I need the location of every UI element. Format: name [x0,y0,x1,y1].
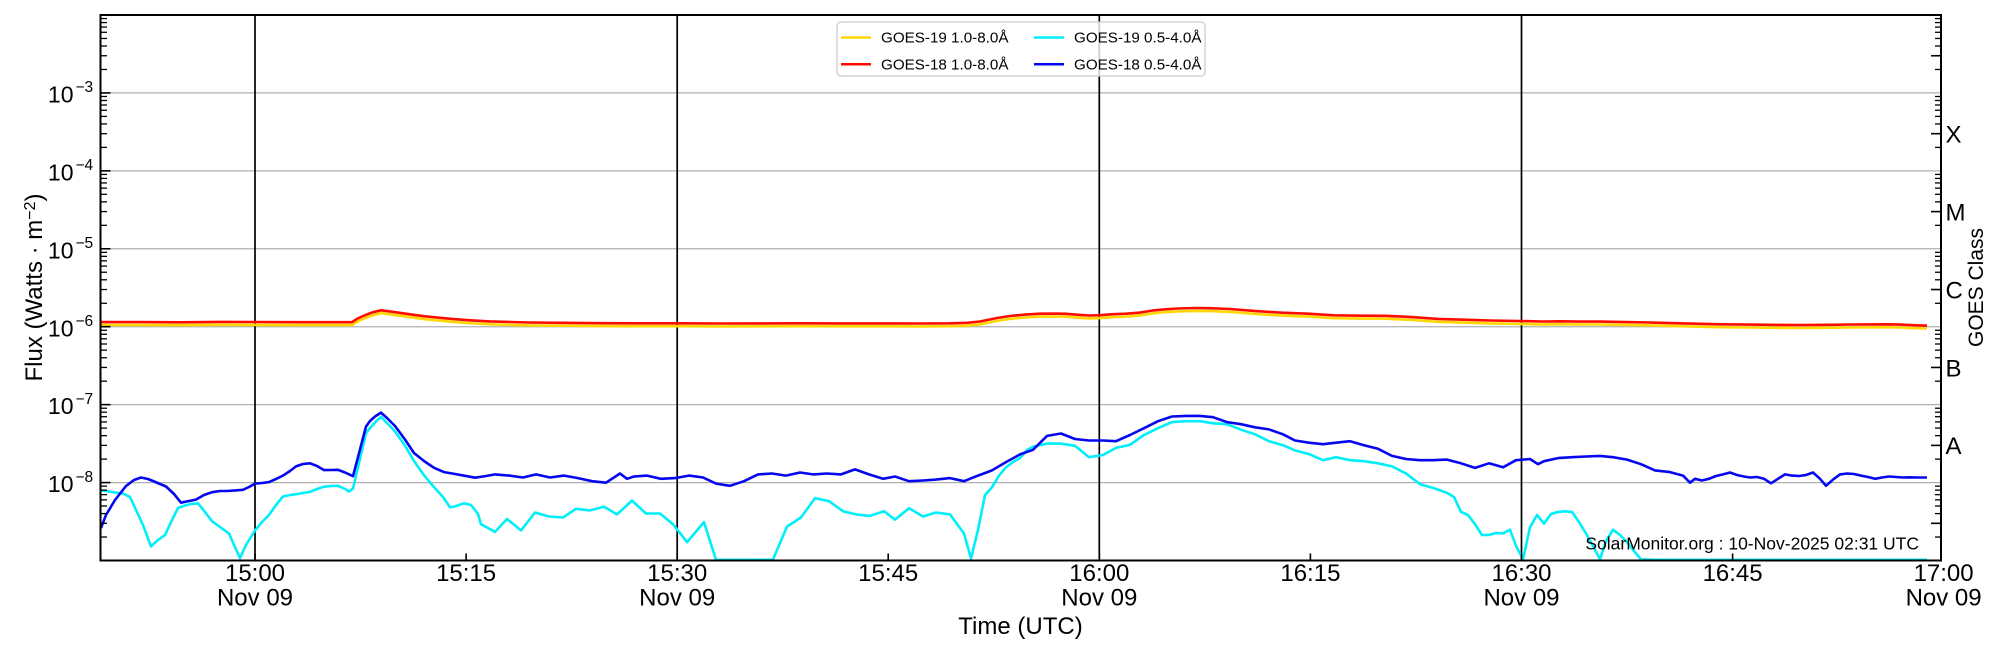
svg-text:Nov 09: Nov 09 [1906,585,1982,612]
svg-text:−3: −3 [76,79,94,96]
svg-text:15:00: 15:00 [225,560,285,587]
svg-text:Time (UTC): Time (UTC) [958,613,1082,640]
svg-text:10: 10 [48,315,74,341]
svg-text:GOES-18 0.5-4.0Å: GOES-18 0.5-4.0Å [1074,56,1202,73]
svg-text:GOES-19 0.5-4.0Å: GOES-19 0.5-4.0Å [1074,30,1202,47]
svg-text:15:30: 15:30 [647,560,707,587]
svg-text:Nov 09: Nov 09 [1061,585,1137,612]
svg-text:10: 10 [48,160,74,186]
svg-text:15:45: 15:45 [858,560,918,587]
svg-text:SolarMonitor.org : 10-Nov-2025: SolarMonitor.org : 10-Nov-2025 02:31 UTC [1585,534,1919,554]
svg-text:X: X [1946,122,1962,149]
svg-text:Flux (Watts · m−2): Flux (Watts · m−2) [21,193,48,381]
svg-text:B: B [1946,355,1962,382]
svg-text:10: 10 [48,237,74,263]
svg-text:−8: −8 [76,469,94,486]
svg-text:16:00: 16:00 [1069,560,1129,587]
svg-text:GOES-19 1.0-8.0Å: GOES-19 1.0-8.0Å [881,30,1009,47]
svg-text:10: 10 [48,393,74,419]
svg-text:GOES-18 1.0-8.0Å: GOES-18 1.0-8.0Å [881,56,1009,73]
svg-text:A: A [1946,433,1962,460]
svg-text:17:00: 17:00 [1914,560,1974,587]
svg-text:Nov 09: Nov 09 [1483,585,1559,612]
svg-text:−7: −7 [76,391,94,408]
svg-text:−5: −5 [76,235,94,252]
svg-text:M: M [1946,199,1966,226]
svg-text:C: C [1946,277,1963,304]
svg-text:10: 10 [48,471,74,497]
svg-text:Nov 09: Nov 09 [217,585,293,612]
svg-text:16:45: 16:45 [1703,560,1763,587]
svg-text:16:30: 16:30 [1491,560,1551,587]
svg-text:10: 10 [48,82,74,108]
svg-text:16:15: 16:15 [1280,560,1340,587]
svg-text:−6: −6 [76,313,94,330]
svg-text:Nov 09: Nov 09 [639,585,715,612]
svg-text:−4: −4 [76,157,94,174]
svg-text:15:15: 15:15 [436,560,496,587]
svg-text:GOES Class: GOES Class [1965,228,1988,347]
